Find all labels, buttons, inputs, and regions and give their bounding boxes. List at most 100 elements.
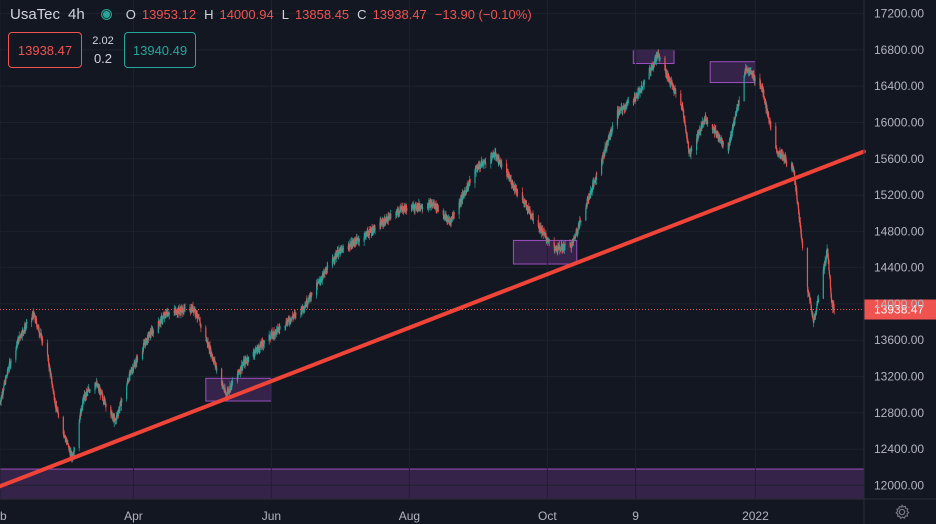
candle-body (104, 399, 106, 405)
candle-body (625, 103, 628, 105)
timeframe[interactable]: 4h (68, 6, 85, 23)
candle-body (481, 163, 483, 167)
zone-rect (205, 377, 272, 402)
candle-body (21, 330, 23, 336)
candle-body (734, 119, 736, 124)
candle-body (310, 296, 312, 299)
candle-body (358, 238, 360, 242)
candle-body (782, 155, 784, 160)
candle-body (247, 358, 249, 362)
candle-body (316, 282, 318, 296)
candle-body (25, 324, 27, 327)
candle-body (542, 231, 545, 234)
candle-body (167, 312, 169, 316)
candle-body (664, 57, 666, 71)
candle-body (94, 382, 96, 385)
candle-body (578, 223, 580, 226)
candle-body (289, 319, 291, 322)
candle-body (780, 153, 782, 155)
candle-body (113, 417, 116, 421)
candle-body (304, 305, 306, 307)
candle-body (691, 149, 693, 151)
candle-body (205, 337, 207, 341)
candle-body (619, 109, 621, 111)
candle-body (763, 97, 765, 100)
candle-body (507, 172, 509, 174)
zone-rect (512, 239, 578, 265)
candle-body (478, 168, 480, 170)
candle-body (100, 390, 102, 395)
candle-body (780, 154, 782, 158)
quantity-value[interactable]: 0.2 (93, 50, 113, 66)
candle-body (700, 125, 702, 130)
candle-body (274, 333, 276, 336)
candle-body (35, 320, 38, 325)
candle-body (538, 226, 540, 228)
candle-body (684, 119, 686, 125)
candle-body (452, 214, 455, 218)
candle-body (792, 164, 794, 169)
candle-body (605, 143, 608, 149)
candle-body (82, 398, 84, 403)
candle-body (136, 357, 138, 360)
candle-body (263, 340, 265, 344)
candle-body (15, 350, 17, 360)
candle-body (829, 275, 831, 280)
candle-body (459, 202, 461, 204)
buy-button[interactable]: 13940.49 (124, 32, 196, 68)
symbol-name[interactable]: UsaTec (10, 6, 61, 23)
candle-body (452, 216, 454, 218)
candle-body (650, 67, 652, 72)
candle-body (715, 132, 717, 136)
candle-body (807, 294, 810, 297)
candle-body (830, 297, 833, 301)
candle-body (1, 392, 3, 397)
candle-body (18, 335, 20, 342)
candle-body (347, 245, 349, 250)
trendline-layer (0, 149, 866, 489)
candle-body (159, 323, 161, 325)
candle-body (356, 237, 358, 244)
candle-body (577, 230, 579, 232)
candle-body (633, 100, 635, 102)
candle-body (674, 89, 676, 91)
candles-layer (0, 49, 835, 463)
sell-button[interactable]: 13938.47 (8, 32, 82, 68)
candle-body (288, 317, 290, 320)
candle-body (719, 134, 721, 138)
candle-body (336, 254, 338, 257)
candle-body (6, 369, 9, 375)
candle-body (769, 120, 771, 123)
candle-body (161, 317, 163, 322)
candle-body (529, 210, 531, 215)
candle-body (637, 90, 640, 95)
candle-body (437, 206, 439, 210)
candle-body (126, 380, 129, 384)
candle-body (211, 354, 213, 356)
candle-body (799, 221, 801, 227)
candle-body (257, 349, 259, 353)
candle-body (606, 140, 608, 147)
gear-icon[interactable] (894, 504, 910, 520)
candle-body (621, 107, 623, 110)
y-tick-label: 14000.00 (874, 297, 924, 311)
candle-body (354, 238, 357, 245)
candle-body (49, 365, 51, 370)
candle-body (574, 237, 576, 239)
candle-body (447, 219, 449, 223)
candle-body (240, 367, 242, 371)
candle-body (564, 245, 566, 250)
candle-body (824, 261, 826, 264)
candle-body (657, 53, 660, 57)
candle-body (52, 384, 54, 389)
candle-body (449, 221, 451, 223)
y-tick-label: 12800.00 (874, 406, 924, 420)
candle-body (112, 414, 114, 419)
trendline (0, 149, 866, 489)
candle-body (532, 219, 535, 221)
candle-body (295, 312, 297, 315)
candle-body (143, 343, 145, 348)
candle-body (133, 364, 135, 369)
